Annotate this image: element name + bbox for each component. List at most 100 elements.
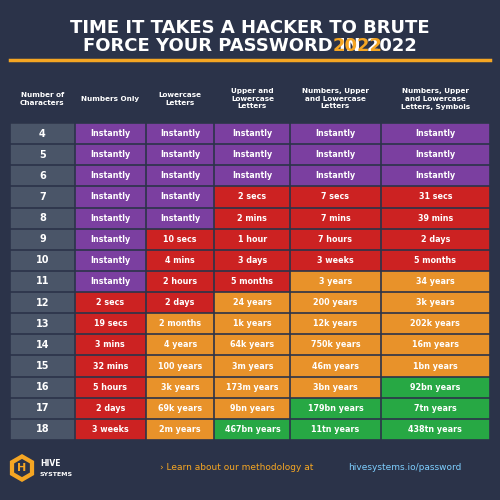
Bar xyxy=(214,186,290,208)
Text: 7: 7 xyxy=(39,192,46,202)
Text: Instantly: Instantly xyxy=(415,150,456,159)
Text: 9: 9 xyxy=(39,234,46,244)
Bar xyxy=(290,356,380,376)
Bar xyxy=(214,419,290,440)
Text: 46m years: 46m years xyxy=(312,362,359,370)
Text: 2 secs: 2 secs xyxy=(238,192,266,202)
Bar xyxy=(146,376,214,398)
Text: 3m years: 3m years xyxy=(232,362,273,370)
Bar xyxy=(214,376,290,398)
Bar xyxy=(75,292,146,313)
Text: 5 months: 5 months xyxy=(232,277,274,286)
Bar xyxy=(146,75,214,123)
Bar xyxy=(75,419,146,440)
Text: 18: 18 xyxy=(36,424,49,434)
Text: 7 secs: 7 secs xyxy=(322,192,349,202)
Text: 5 months: 5 months xyxy=(414,256,457,265)
Bar xyxy=(214,271,290,292)
Bar xyxy=(380,186,490,208)
Text: 2022: 2022 xyxy=(332,37,382,55)
Bar xyxy=(290,419,380,440)
Text: 2 days: 2 days xyxy=(420,234,450,244)
Text: 16: 16 xyxy=(36,382,49,392)
Text: 179bn years: 179bn years xyxy=(308,404,364,413)
Bar xyxy=(380,250,490,271)
Text: 750k years: 750k years xyxy=(310,340,360,349)
Text: 438tn years: 438tn years xyxy=(408,425,462,434)
Text: 12k years: 12k years xyxy=(314,320,358,328)
Text: 2 secs: 2 secs xyxy=(96,298,124,307)
Text: Instantly: Instantly xyxy=(90,277,130,286)
Bar xyxy=(75,123,146,144)
Bar xyxy=(75,271,146,292)
Bar xyxy=(10,313,75,334)
Bar xyxy=(146,123,214,144)
Bar xyxy=(146,250,214,271)
Text: 1 hour: 1 hour xyxy=(238,234,267,244)
Bar xyxy=(10,228,75,250)
Bar xyxy=(146,313,214,334)
Bar xyxy=(290,123,380,144)
Text: Instantly: Instantly xyxy=(90,214,130,222)
Text: Lowercase
Letters: Lowercase Letters xyxy=(158,92,202,106)
Bar xyxy=(146,271,214,292)
Polygon shape xyxy=(14,459,30,477)
Bar xyxy=(75,376,146,398)
Bar xyxy=(380,313,490,334)
Bar xyxy=(146,419,214,440)
Text: 4: 4 xyxy=(39,128,46,138)
Bar xyxy=(146,334,214,355)
Text: Instantly: Instantly xyxy=(90,129,130,138)
Bar xyxy=(10,376,75,398)
Bar xyxy=(290,313,380,334)
Text: Instantly: Instantly xyxy=(415,172,456,180)
Text: Instantly: Instantly xyxy=(232,150,272,159)
Text: 14: 14 xyxy=(36,340,49,350)
Bar xyxy=(10,144,75,166)
Bar xyxy=(10,123,75,144)
Text: 3k years: 3k years xyxy=(416,298,455,307)
Bar xyxy=(380,271,490,292)
Bar xyxy=(380,398,490,419)
Bar xyxy=(380,123,490,144)
Text: 7 hours: 7 hours xyxy=(318,234,352,244)
Text: Instantly: Instantly xyxy=(160,150,200,159)
Bar xyxy=(214,292,290,313)
Text: 1k years: 1k years xyxy=(233,320,272,328)
Text: 3 weeks: 3 weeks xyxy=(317,256,354,265)
Bar xyxy=(146,228,214,250)
Text: Instantly: Instantly xyxy=(316,172,356,180)
Bar xyxy=(146,356,214,376)
Text: Instantly: Instantly xyxy=(232,172,272,180)
Text: 34 years: 34 years xyxy=(416,277,455,286)
Bar xyxy=(75,334,146,355)
Text: 3 years: 3 years xyxy=(319,277,352,286)
Bar xyxy=(290,376,380,398)
Text: 17: 17 xyxy=(36,404,49,413)
Text: 39 mins: 39 mins xyxy=(418,214,453,222)
Bar xyxy=(214,123,290,144)
Bar xyxy=(10,356,75,376)
Text: 4 years: 4 years xyxy=(164,340,197,349)
Text: 10 secs: 10 secs xyxy=(164,234,197,244)
Text: H: H xyxy=(18,463,26,473)
Text: Instantly: Instantly xyxy=(316,129,356,138)
Bar xyxy=(380,376,490,398)
Bar xyxy=(214,144,290,166)
Text: 64k years: 64k years xyxy=(230,340,274,349)
Bar xyxy=(10,75,75,123)
Bar xyxy=(146,144,214,166)
Bar xyxy=(290,166,380,186)
Text: Instantly: Instantly xyxy=(160,129,200,138)
Text: Instantly: Instantly xyxy=(90,150,130,159)
Bar xyxy=(380,75,490,123)
Text: 467bn years: 467bn years xyxy=(224,425,280,434)
Bar xyxy=(290,292,380,313)
Bar xyxy=(75,313,146,334)
Bar xyxy=(290,228,380,250)
Bar xyxy=(290,144,380,166)
Text: TIME IT TAKES A HACKER TO BRUTE: TIME IT TAKES A HACKER TO BRUTE xyxy=(70,19,430,37)
Text: 32 mins: 32 mins xyxy=(92,362,128,370)
Text: 2 days: 2 days xyxy=(166,298,195,307)
Text: Instantly: Instantly xyxy=(316,150,356,159)
